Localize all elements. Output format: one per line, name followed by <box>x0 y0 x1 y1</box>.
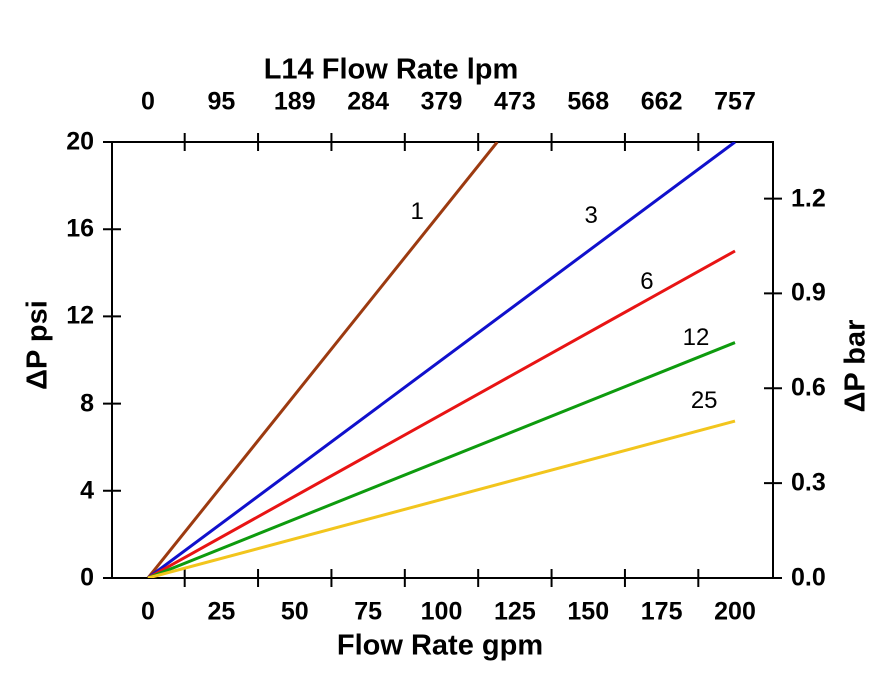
left-tick-label-20: 20 <box>66 127 94 156</box>
bottom-tick-label-25: 25 <box>207 597 236 626</box>
right-tick-label-1.2: 1.2 <box>791 184 826 213</box>
top-tick-label-0: 0 <box>141 87 155 116</box>
bottom-tick-label-75: 75 <box>354 597 383 626</box>
top-tick-label-189: 189 <box>273 87 316 116</box>
bottom-tick-label-125: 125 <box>494 597 536 626</box>
right-tick-label-0.3: 0.3 <box>791 468 826 497</box>
top-tick-label-568: 568 <box>567 87 610 116</box>
series-line-1 <box>146 142 499 578</box>
series-line-6 <box>147 249 736 578</box>
right-tick-label-0.6: 0.6 <box>791 373 826 402</box>
bottom-tick-label-150: 150 <box>567 597 610 626</box>
right-tick-label-0.0: 0.0 <box>791 563 826 592</box>
series-label-12: 12 <box>682 324 710 352</box>
left-tick-label-4: 4 <box>80 476 94 505</box>
top-tick-label-757: 757 <box>714 87 756 116</box>
series-label-6: 6 <box>640 267 654 295</box>
series-line-25 <box>147 419 736 578</box>
left-tick-label-8: 8 <box>80 389 94 418</box>
top-tick-label-662: 662 <box>640 87 683 116</box>
top-tick-label-473: 473 <box>494 87 536 116</box>
series-label-25: 25 <box>690 387 718 415</box>
bottom-tick-label-100: 100 <box>420 597 463 626</box>
bottom-tick-label-50: 50 <box>280 597 309 626</box>
series-line-12 <box>147 341 736 578</box>
series-line-3 <box>147 142 736 578</box>
bottom-tick-label-175: 175 <box>640 597 683 626</box>
right-tick-label-0.9: 0.9 <box>791 278 826 307</box>
plot-frame <box>111 141 774 579</box>
left-tick-label-12: 12 <box>66 301 94 330</box>
left-tick-label-16: 16 <box>66 214 94 243</box>
top-tick-label-95: 95 <box>207 87 236 116</box>
bottom-axis-title: Flow Rate gpm <box>336 629 544 662</box>
series-label-1: 1 <box>410 197 424 225</box>
top-tick-label-284: 284 <box>347 87 389 116</box>
top-tick-label-379: 379 <box>420 87 463 116</box>
top-axis-title: L14 Flow Rate lpm <box>263 53 519 86</box>
series-label-3: 3 <box>584 202 598 230</box>
left-tick-label-0: 0 <box>80 563 94 592</box>
bottom-tick-label-200: 200 <box>714 597 756 626</box>
bottom-tick-label-0: 0 <box>141 597 155 626</box>
